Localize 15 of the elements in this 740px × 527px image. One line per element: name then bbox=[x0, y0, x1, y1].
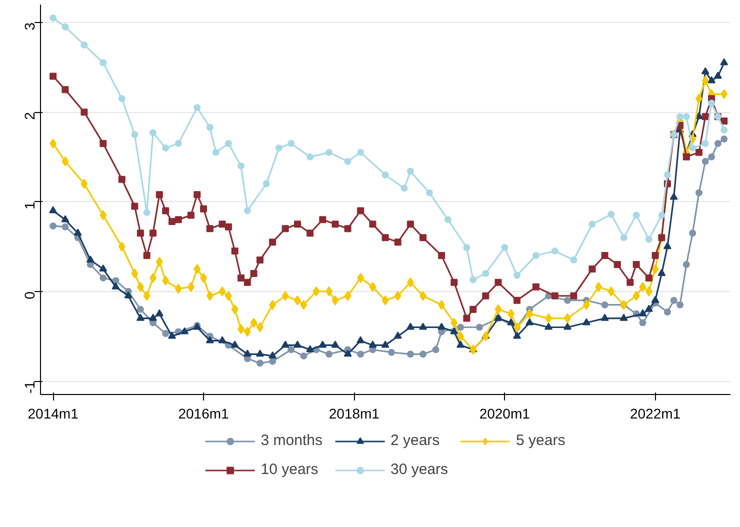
y-tick-label: 3 bbox=[22, 22, 38, 30]
legend-label: 2 years bbox=[390, 432, 440, 449]
y-tick-label: 1 bbox=[22, 202, 38, 210]
y-tick-label: 0 bbox=[22, 291, 38, 300]
legend-label: 10 years bbox=[260, 461, 318, 478]
x-tick-label: 2014m1 bbox=[28, 406, 79, 422]
y-tick-label: 2 bbox=[22, 112, 38, 120]
y-tick-label: -1 bbox=[22, 380, 38, 394]
legend-label: 30 years bbox=[390, 461, 448, 478]
x-tick-label: 2016m1 bbox=[178, 406, 230, 422]
legend-label: 5 years bbox=[516, 432, 566, 449]
x-tick-label: 2018m1 bbox=[328, 406, 380, 422]
legend-label: 3 months bbox=[260, 432, 322, 449]
x-tick-label: 2022m1 bbox=[630, 406, 681, 422]
x-tick-label: 2020m1 bbox=[479, 406, 530, 422]
